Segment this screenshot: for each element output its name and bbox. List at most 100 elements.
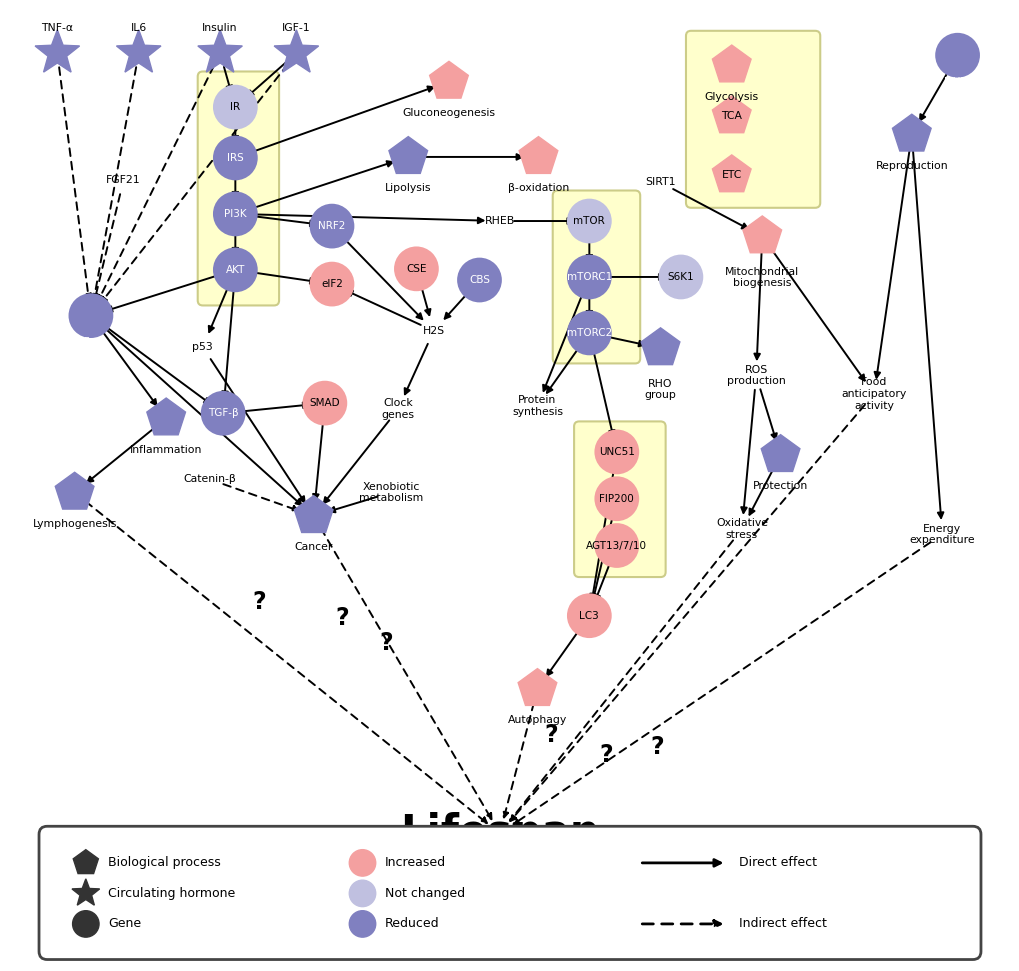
Text: Energy
expenditure: Energy expenditure [909, 523, 974, 545]
Polygon shape [388, 137, 427, 174]
Text: Clock
genes: Clock genes [381, 398, 414, 420]
Text: Food
anticipatory
activity: Food anticipatory activity [841, 378, 906, 411]
Text: Xenobiotic
metabolism: Xenobiotic metabolism [359, 482, 423, 503]
Circle shape [348, 911, 375, 937]
Polygon shape [294, 495, 332, 532]
Text: Direct effect: Direct effect [738, 856, 816, 869]
Text: Gluconeogenesis: Gluconeogenesis [403, 108, 495, 118]
Text: TCA: TCA [720, 112, 742, 121]
Text: LC3: LC3 [579, 611, 598, 620]
Text: S6K1: S6K1 [666, 272, 694, 282]
FancyBboxPatch shape [686, 31, 819, 208]
Polygon shape [519, 137, 557, 174]
Text: Oxidative
stress: Oxidative stress [715, 519, 767, 540]
Text: ?: ? [543, 722, 557, 747]
Text: AGT13/7/10: AGT13/7/10 [586, 541, 647, 551]
Text: Glycolysis: Glycolysis [704, 92, 758, 102]
Text: FGF21: FGF21 [106, 176, 141, 185]
Text: Mitochondrial
biogenesis: Mitochondrial biogenesis [725, 267, 799, 288]
Text: AKT: AKT [225, 265, 245, 275]
Text: Lymphogenesis: Lymphogenesis [33, 519, 117, 529]
Circle shape [567, 311, 611, 355]
Polygon shape [72, 879, 100, 905]
Text: FIP200: FIP200 [599, 493, 634, 504]
Text: TNF-α: TNF-α [41, 23, 73, 33]
Circle shape [303, 381, 346, 425]
Text: Autophagy: Autophagy [507, 716, 567, 725]
Text: UNC51: UNC51 [598, 447, 634, 457]
Text: ?: ? [335, 606, 348, 630]
Text: IGF-1: IGF-1 [282, 23, 311, 33]
Text: ?: ? [650, 735, 663, 759]
Text: Protein
synthesis: Protein synthesis [512, 395, 562, 417]
Text: IL6: IL6 [130, 23, 147, 33]
Text: IR: IR [230, 102, 240, 112]
Circle shape [594, 477, 639, 521]
Text: Gene: Gene [108, 918, 142, 930]
Text: Protection: Protection [752, 482, 807, 491]
Polygon shape [116, 30, 161, 72]
Circle shape [567, 254, 611, 299]
Circle shape [213, 191, 258, 236]
Text: IRS: IRS [227, 153, 244, 163]
Text: NRF2: NRF2 [318, 221, 345, 231]
Circle shape [68, 293, 113, 338]
Text: p53: p53 [193, 342, 213, 352]
Polygon shape [73, 850, 98, 874]
Polygon shape [35, 30, 79, 72]
Text: Inflammation: Inflammation [129, 445, 202, 454]
Polygon shape [147, 398, 185, 435]
Circle shape [457, 257, 501, 302]
Circle shape [72, 911, 99, 937]
Polygon shape [198, 30, 243, 72]
Text: Catenin-β: Catenin-β [183, 475, 236, 485]
Circle shape [567, 199, 611, 244]
Text: Biological process: Biological process [108, 856, 221, 869]
Text: Increased: Increased [384, 856, 445, 869]
Circle shape [934, 33, 979, 78]
Circle shape [213, 136, 258, 181]
Polygon shape [429, 61, 468, 98]
Text: MUPs: MUPs [943, 77, 971, 86]
Text: mTOR: mTOR [573, 216, 604, 226]
Text: CSE: CSE [406, 264, 426, 274]
Polygon shape [711, 45, 750, 82]
Polygon shape [274, 30, 318, 72]
Text: Reduced: Reduced [384, 918, 439, 930]
Text: Not changed: Not changed [384, 887, 465, 900]
Text: RHO
group: RHO group [644, 379, 676, 400]
Text: eIF2: eIF2 [321, 279, 342, 289]
Text: PI3K: PI3K [224, 209, 247, 218]
Text: Lifespan: Lifespan [477, 828, 523, 838]
Text: β-oxidation: β-oxidation [507, 184, 569, 193]
Polygon shape [55, 472, 94, 509]
Polygon shape [641, 328, 680, 365]
Polygon shape [742, 216, 781, 252]
Circle shape [594, 429, 639, 474]
Circle shape [348, 880, 375, 907]
Text: mTORC1: mTORC1 [567, 272, 611, 282]
Text: NF-κB: NF-κB [75, 337, 106, 347]
Text: Indirect effect: Indirect effect [738, 918, 826, 930]
Text: CBS: CBS [469, 275, 489, 285]
Text: Lifespan: Lifespan [399, 813, 599, 854]
Text: Circulating hormone: Circulating hormone [108, 887, 235, 900]
Text: SIRT1: SIRT1 [645, 178, 676, 187]
Text: RHEB: RHEB [484, 216, 515, 226]
Text: SMAD: SMAD [309, 398, 340, 408]
Circle shape [213, 84, 258, 129]
Circle shape [658, 254, 702, 299]
Polygon shape [711, 96, 750, 133]
Circle shape [310, 204, 354, 249]
FancyBboxPatch shape [198, 72, 279, 306]
Polygon shape [892, 115, 930, 151]
Circle shape [348, 850, 375, 876]
Text: H2S: H2S [422, 326, 444, 336]
Polygon shape [760, 435, 799, 472]
Polygon shape [711, 155, 750, 191]
Polygon shape [518, 669, 556, 705]
Text: mTORC2: mTORC2 [567, 328, 611, 338]
Text: Reproduction: Reproduction [874, 161, 948, 171]
Text: Lipolysis: Lipolysis [384, 184, 431, 193]
Text: TGF-β: TGF-β [208, 408, 238, 419]
